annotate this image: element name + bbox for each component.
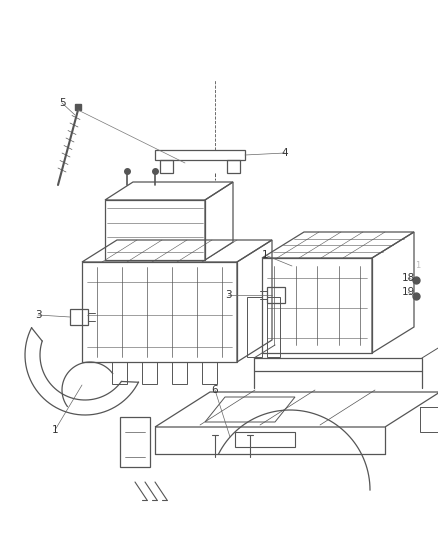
- Text: 1: 1: [415, 261, 420, 270]
- Text: 5: 5: [59, 98, 65, 108]
- Text: 19: 19: [401, 287, 415, 297]
- Text: 1: 1: [261, 250, 268, 260]
- Text: 1: 1: [52, 425, 58, 435]
- Text: 3: 3: [225, 290, 231, 300]
- Text: 3: 3: [35, 310, 41, 320]
- Text: 4: 4: [282, 148, 288, 158]
- Text: 6: 6: [212, 385, 218, 395]
- Text: 18: 18: [401, 273, 415, 283]
